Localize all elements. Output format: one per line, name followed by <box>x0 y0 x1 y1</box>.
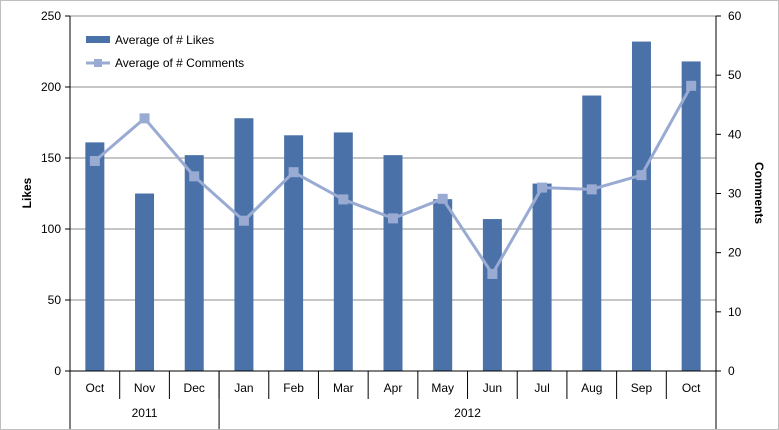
y2-tick-label: 0 <box>728 364 735 378</box>
likes-bar <box>482 219 502 371</box>
x-group-label: 2011 <box>132 406 158 420</box>
comments-marker <box>288 167 299 178</box>
comments-marker <box>388 213 398 224</box>
x-tick-label: Dec <box>184 381 205 395</box>
x-tick-label: Feb <box>283 381 304 395</box>
y2-tick-label: 10 <box>728 305 742 319</box>
comments-marker <box>437 193 448 204</box>
comments-line <box>89 80 697 279</box>
likes-bar <box>532 183 552 371</box>
x-tick-label: Mar <box>333 381 354 395</box>
comments-marker <box>139 113 150 124</box>
y-tick-label: 50 <box>48 293 62 307</box>
comments-marker <box>636 170 647 181</box>
likes-bar <box>383 155 403 371</box>
likes-bar <box>433 199 453 371</box>
y-tick-label: 100 <box>41 222 61 236</box>
likes-bar <box>631 41 651 372</box>
likes-bar <box>85 142 105 371</box>
comments-marker <box>686 80 697 91</box>
likes-bar <box>284 135 304 371</box>
x-tick-label: Jan <box>234 381 253 395</box>
y2-axis-title: Comments <box>752 162 766 224</box>
legend: Average of # Likes Average of # Comments <box>86 33 244 70</box>
y-tick-label: 150 <box>41 151 61 165</box>
legend-label-likes: Average of # Likes <box>115 33 214 47</box>
likes-bar <box>582 95 602 372</box>
legend-swatch-comments-marker <box>94 59 102 67</box>
likes-bar <box>681 61 701 371</box>
x-tick-label: Jun <box>483 381 502 395</box>
y2-tick-label: 30 <box>728 187 742 201</box>
y-axis-title: Likes <box>20 177 34 208</box>
x-tick-label: Oct <box>682 381 701 395</box>
legend-swatch-likes <box>86 36 110 43</box>
comments-marker <box>89 155 100 166</box>
axes: 0 50 100 150 200 250 0 10 20 30 40 50 60 Oct Nov Dec Jan… <box>41 9 742 429</box>
x-tick-label: Aug <box>581 381 602 395</box>
x-group-label: 2012 <box>454 406 481 420</box>
comments-marker <box>537 182 548 193</box>
likes-bar <box>184 155 204 371</box>
likes-bar <box>135 193 155 371</box>
legend-label-comments: Average of # Comments <box>115 56 244 70</box>
comments-marker <box>586 184 597 195</box>
y2-tick-label: 20 <box>728 246 742 260</box>
y-tick-label: 0 <box>54 364 61 378</box>
likes-bars <box>85 41 701 372</box>
comments-marker <box>189 171 200 182</box>
comments-marker <box>338 194 349 205</box>
x-tick-label: Apr <box>384 381 403 395</box>
comments-marker <box>238 215 249 226</box>
y2-tick-label: 40 <box>728 127 742 141</box>
x-tick-label: May <box>431 381 454 395</box>
likes-bar <box>333 132 353 371</box>
y-tick-label: 200 <box>41 80 61 94</box>
likes-bar <box>234 118 254 372</box>
x-tick-label: Oct <box>86 381 105 395</box>
x-tick-label: Nov <box>134 381 155 395</box>
comments-marker <box>487 268 498 279</box>
y2-tick-label: 60 <box>728 9 742 23</box>
y2-tick-label: 50 <box>728 68 742 82</box>
x-tick-label: Jul <box>534 381 549 395</box>
x-tick-label: Sep <box>631 381 653 395</box>
y-tick-label: 250 <box>41 9 61 23</box>
